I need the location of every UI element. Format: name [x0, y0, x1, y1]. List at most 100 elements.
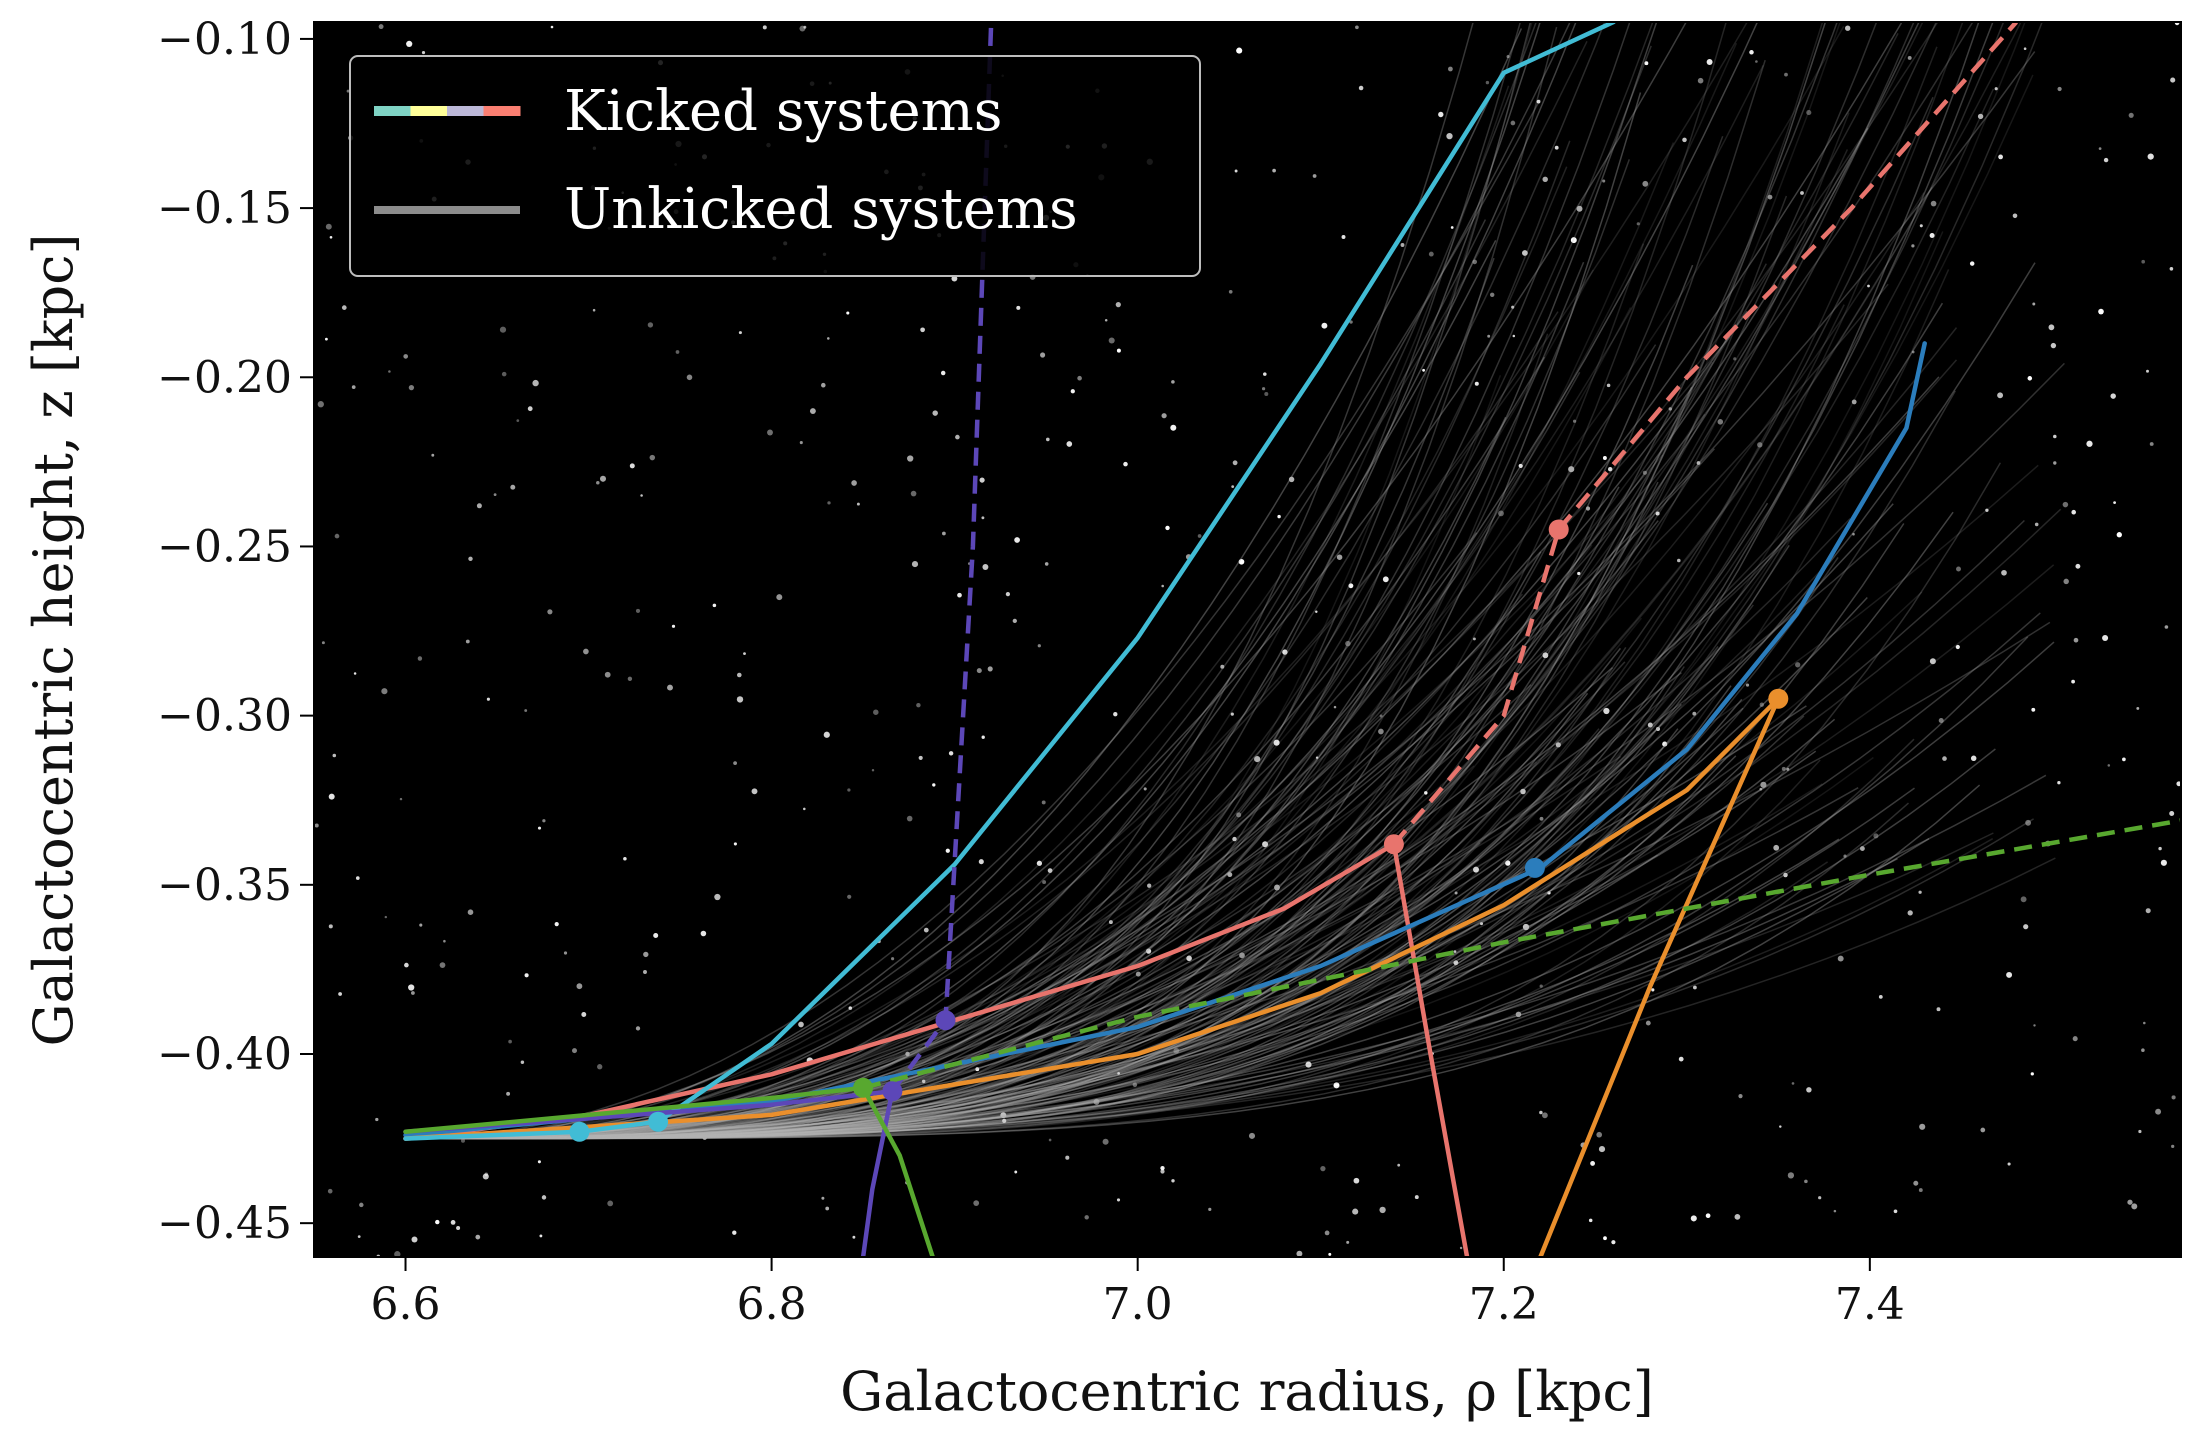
- star: [465, 639, 470, 644]
- unkicked-trajectory: [405, 304, 1845, 1140]
- star: [328, 924, 333, 929]
- star: [1231, 485, 1235, 488]
- legend-label-unkicked: Unkicked systems: [564, 177, 1078, 242]
- star: [2034, 522, 2039, 527]
- star: [1336, 554, 1343, 560]
- star: [847, 788, 851, 792]
- star: [751, 788, 758, 795]
- unkicked-trajectory: [405, 604, 1754, 1140]
- star: [1779, 1125, 1782, 1128]
- star: [1733, 357, 1737, 361]
- star: [1510, 120, 1516, 126]
- star: [981, 735, 985, 739]
- unkicked-trajectory: [405, 511, 1954, 1140]
- star: [1489, 292, 1495, 298]
- star: [332, 753, 337, 758]
- star: [1985, 508, 1989, 512]
- star: [1108, 920, 1113, 925]
- point-marker: [1548, 519, 1569, 540]
- unkicked-trajectory: [405, 748, 1996, 1140]
- star: [1077, 375, 1082, 381]
- star: [2127, 1199, 2133, 1205]
- star: [1767, 194, 1773, 200]
- star: [1998, 154, 2003, 160]
- unkicked-trajectory: [405, 42, 1738, 1140]
- star: [475, 1234, 481, 1240]
- star: [1542, 1112, 1548, 1119]
- y-tick-label: −0.15: [157, 183, 292, 234]
- star: [1261, 387, 1266, 391]
- star: [1843, 854, 1847, 858]
- star: [607, 1200, 614, 1207]
- star: [1539, 816, 1544, 821]
- star: [341, 305, 347, 310]
- star: [667, 684, 673, 691]
- unkicked-trajectory: [405, 371, 1581, 1140]
- unkicked-trajectory: [405, 269, 1950, 1140]
- star: [987, 666, 993, 672]
- unkicked-trajectory: [405, 454, 1664, 1140]
- series-line: [860, 1088, 895, 1257]
- unkicked-trajectory: [405, 22, 1532, 1140]
- star: [510, 484, 516, 490]
- star: [501, 371, 507, 377]
- unkicked-trajectory: [405, 96, 1934, 1140]
- star: [1487, 334, 1491, 338]
- unkicked-trajectory: [405, 22, 1878, 1140]
- star: [2006, 971, 2013, 978]
- star: [2053, 461, 2057, 465]
- star: [1349, 320, 1353, 324]
- star: [1693, 985, 1697, 990]
- star: [907, 455, 914, 462]
- star: [2171, 1095, 2176, 1100]
- star: [856, 502, 860, 506]
- point-marker: [1524, 857, 1545, 878]
- star: [520, 1060, 525, 1064]
- unkicked-trajectory: [405, 858, 1898, 1140]
- star: [486, 697, 490, 701]
- unkicked-trajectory: [405, 759, 1821, 1140]
- star: [1459, 1246, 1463, 1250]
- star: [1263, 372, 1267, 376]
- unkicked-trajectory: [405, 838, 1930, 1140]
- star: [940, 370, 946, 376]
- star: [1171, 1179, 1175, 1183]
- star: [2107, 764, 2111, 767]
- star: [1047, 868, 1053, 873]
- point-marker: [1383, 834, 1404, 855]
- star: [1045, 437, 1050, 442]
- star: [2071, 509, 2076, 515]
- star: [1759, 702, 1764, 707]
- star: [1930, 200, 1937, 207]
- star: [2102, 634, 2109, 642]
- star: [1522, 250, 1528, 256]
- star: [1893, 1209, 1898, 1214]
- star: [675, 350, 680, 354]
- unkicked-trajectory: [405, 672, 1682, 1140]
- star: [871, 768, 875, 772]
- star: [2110, 393, 2116, 399]
- unkicked-trajectory: [405, 333, 1549, 1140]
- star: [1642, 470, 1647, 475]
- unkicked-trajectory: [405, 45, 1652, 1140]
- star: [1644, 61, 1649, 66]
- star: [1002, 1118, 1007, 1123]
- star: [1143, 787, 1147, 791]
- star: [827, 337, 830, 340]
- star: [431, 453, 435, 457]
- star: [321, 641, 325, 645]
- star: [743, 652, 746, 655]
- unkicked-trajectory: [405, 22, 2022, 1140]
- star: [945, 848, 950, 853]
- star: [1171, 380, 1175, 384]
- star: [1232, 460, 1238, 466]
- unkicked-trajectory: [405, 661, 1626, 1140]
- star: [671, 624, 676, 628]
- star: [351, 385, 356, 389]
- star: [2169, 811, 2175, 816]
- unkicked-trajectory: [405, 135, 1724, 1140]
- unkicked-trajectory: [405, 787, 1859, 1140]
- star: [346, 89, 350, 93]
- star: [767, 429, 773, 436]
- star: [597, 1064, 603, 1070]
